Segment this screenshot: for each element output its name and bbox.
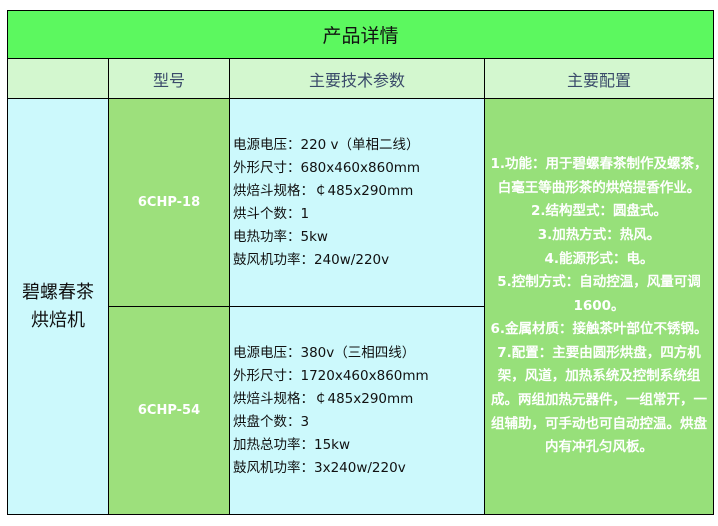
spec-line: 烘焙斗规格：￠485x290mm xyxy=(233,182,414,199)
header-empty xyxy=(7,58,109,99)
spec-line: 外形尺寸：680x460x860mm xyxy=(233,159,421,176)
model-cell: 6CHP-18 xyxy=(108,98,230,307)
spec-line: 烘盘个数：3 xyxy=(233,413,310,430)
product-detail-table: 产品详情 型号 主要技术参数 主要配置 碧螺春茶 烘焙机 6CHP-18 电源电… xyxy=(6,10,715,515)
header-config: 主要配置 xyxy=(483,58,715,99)
table-row: 碧螺春茶 烘焙机 6CHP-18 电源电压：220 v（单相二线） 外形尺寸：6… xyxy=(7,98,715,515)
header-model: 型号 xyxy=(108,58,230,99)
table-title: 产品详情 xyxy=(6,10,715,59)
config-item: 3.加热方式：热风。 xyxy=(537,226,661,243)
header-specs: 主要技术参数 xyxy=(229,58,485,99)
spec-line: 外形尺寸：1720x460x860mm xyxy=(233,367,429,384)
config-item: 1.功能：用于碧螺春茶制作及螺茶，白毫王等曲形茶的烘焙提香作业。 xyxy=(490,156,708,196)
specs-cell: 电源电压：220 v（单相二线） 外形尺寸：680x460x860mm 烘焙斗规… xyxy=(229,98,485,307)
config-item: 7.配置：主要由圆形烘盘，四方机架，风道，加热系统及控制系统组成。两组加热元器件… xyxy=(491,344,707,456)
config-item: 2.结构型式：圆盘式。 xyxy=(530,203,668,220)
product-name-line: 烘焙机 xyxy=(31,309,85,331)
config-item: 6.金属材质：接触茶叶部位不锈钢。 xyxy=(490,321,708,338)
specs-cell: 电源电压：380v（三相四线） 外形尺寸：1720x460x860mm 烘焙斗规… xyxy=(229,306,485,515)
spec-line: 电源电压：380v（三相四线） xyxy=(233,344,416,361)
table-row: 6CHP-54 电源电压：380v（三相四线） 外形尺寸：1720x460x86… xyxy=(8,306,714,515)
config-cell: 1.功能：用于碧螺春茶制作及螺茶，白毫王等曲形茶的烘焙提香作业。 2.结构型式：圆… xyxy=(483,98,715,515)
model-cell: 6CHP-54 xyxy=(108,306,230,515)
product-name-line: 碧螺春茶 xyxy=(22,281,94,303)
spec-line: 电源电压：220 v（单相二线） xyxy=(233,136,420,153)
config-item: 5.控制方式：自动控温，风量可调1600。 xyxy=(497,274,701,314)
config-item: 4.能源形式：电。 xyxy=(544,250,654,267)
spec-line: 烘斗个数：1 xyxy=(233,205,310,222)
config-text: 1.功能：用于碧螺春茶制作及螺茶，白毫王等曲形茶的烘焙提香作业。 2.结构型式：圆… xyxy=(489,153,709,460)
product-name: 碧螺春茶 烘焙机 xyxy=(7,98,109,515)
spec-line: 加热总功率：15kw xyxy=(233,436,351,453)
spec-line: 烘焙斗规格：￠485x290mm xyxy=(233,390,414,407)
spec-line: 电热功率：5kw xyxy=(233,228,328,245)
spec-line: 鼓风机功率：3x240w/220v xyxy=(233,459,406,476)
spec-line: 鼓风机功率：240w/220v xyxy=(233,251,390,268)
